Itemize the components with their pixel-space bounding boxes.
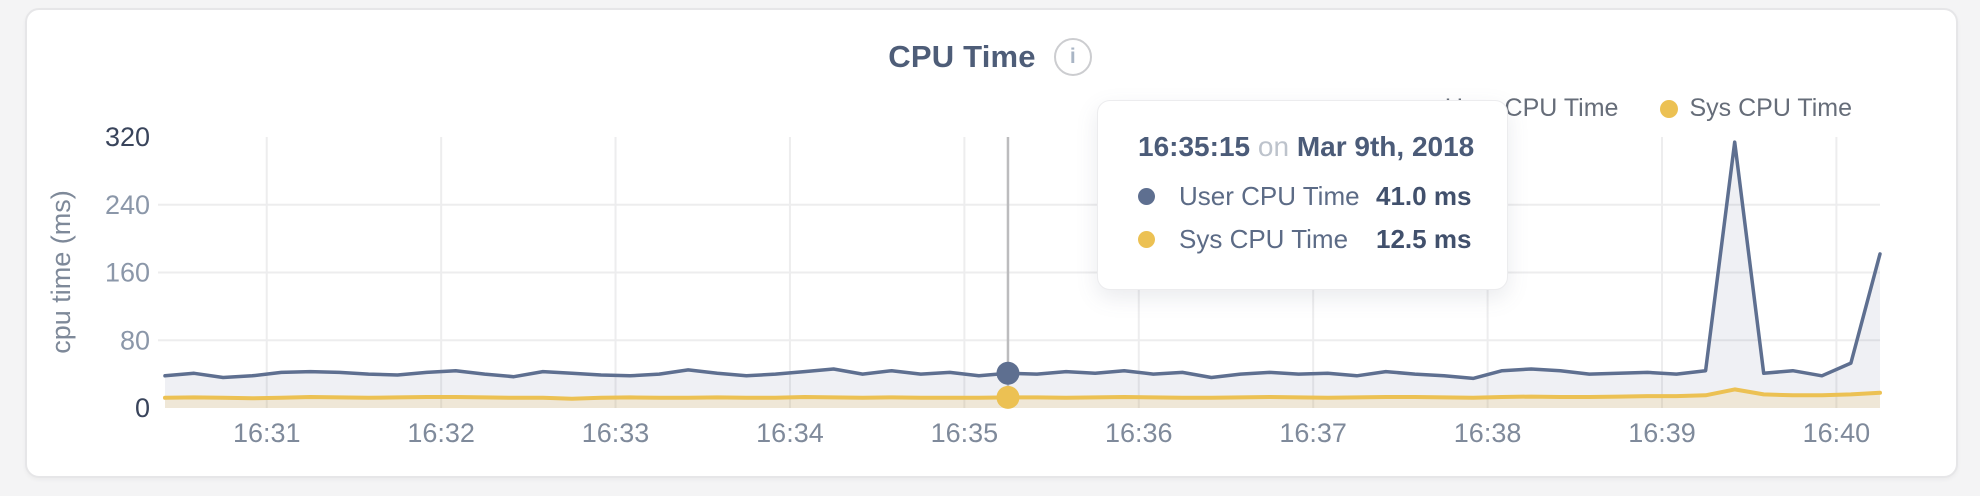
tooltip-label-sys: Sys CPU Time: [1179, 224, 1349, 254]
tooltip-separator: on: [1257, 131, 1290, 162]
y-tick-label-240: 240: [105, 190, 150, 220]
x-tick-label-16:34: 16:34: [756, 418, 824, 448]
selected-point-sys[interactable]: [996, 385, 1020, 409]
y-tick-label-80: 80: [120, 325, 150, 355]
tooltip-row-sys: Sys CPU Time 12.5 ms: [1138, 218, 1507, 261]
x-tick-label-16:35: 16:35: [931, 418, 999, 448]
x-tick-label-16:31: 16:31: [233, 418, 301, 448]
legend-item-sys-cpu-time[interactable]: Sys CPU Time: [1660, 94, 1852, 123]
chart-title: CPU Time: [888, 39, 1036, 74]
selected-point-user[interactable]: [996, 361, 1020, 385]
x-tick-label-16:40: 16:40: [1803, 418, 1871, 448]
series-line-sys: [163, 387, 1882, 401]
y-tick-label-160: 160: [105, 258, 150, 288]
x-tick-label-16:32: 16:32: [407, 418, 475, 448]
x-tick-label-16:33: 16:33: [582, 418, 650, 448]
legend-label-sys: Sys CPU Time: [1689, 94, 1852, 122]
chart-header: CPU Time i: [0, 38, 1980, 76]
x-tick-label-16:39: 16:39: [1628, 418, 1696, 448]
tooltip-value-user: 41.0 ms: [1376, 181, 1472, 211]
tooltip-time: 16:35:15: [1138, 131, 1251, 162]
y-tick-label-0: 0: [135, 393, 150, 423]
hover-tooltip: 16:35:15 on Mar 9th, 2018 User CPU Time …: [1097, 100, 1508, 290]
tooltip-dot-sys-icon: [1138, 231, 1155, 248]
tooltip-title: 16:35:15 on Mar 9th, 2018: [1138, 131, 1507, 163]
y-tick-label-320: 320: [105, 122, 150, 152]
x-tick-label-16:37: 16:37: [1279, 418, 1347, 448]
legend-dot-sys-icon: [1660, 99, 1679, 118]
series-line-user: [163, 140, 1882, 381]
tooltip-label-user: User CPU Time: [1179, 181, 1360, 211]
y-axis-title: cpu time (ms): [46, 190, 76, 354]
series-area-user: [165, 142, 1880, 408]
tooltip-date: Mar 9th, 2018: [1296, 131, 1475, 162]
tooltip-row-user: User CPU Time 41.0 ms: [1138, 175, 1507, 218]
tooltip-dot-user-icon: [1138, 188, 1155, 205]
info-icon-glyph: i: [1069, 45, 1076, 68]
cpu-time-chart-card: [25, 8, 1958, 478]
x-tick-label-16:36: 16:36: [1105, 418, 1173, 448]
x-tick-label-16:38: 16:38: [1454, 418, 1522, 448]
info-icon[interactable]: i: [1053, 38, 1092, 76]
tooltip-value-sys: 12.5 ms: [1376, 224, 1472, 254]
